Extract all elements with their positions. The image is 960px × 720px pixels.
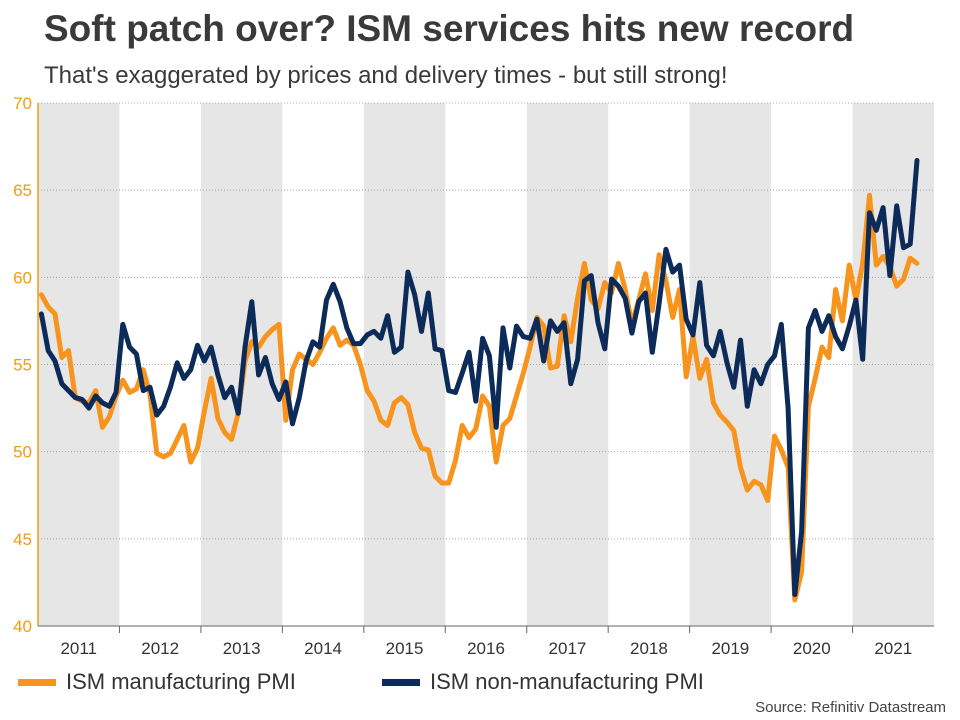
year-band-2011: [38, 103, 120, 626]
x-tick-2021: 2021: [874, 639, 912, 658]
y-tick-45: 45: [13, 530, 32, 549]
x-tick-2011: 2011: [60, 639, 97, 658]
chart-subtitle: That's exaggerated by prices and deliver…: [44, 62, 728, 89]
x-tick-2014: 2014: [304, 639, 342, 658]
gridlines: [38, 102, 934, 540]
x-tick-2020: 2020: [793, 639, 831, 658]
y-tick-40: 40: [13, 617, 32, 636]
y-tick-60: 60: [13, 268, 32, 287]
chart-title: Soft patch over? ISM services hits new r…: [44, 8, 855, 49]
legend-item-non-manufacturing: ISM non-manufacturing PMI: [382, 667, 704, 697]
series-line-non-manufacturing: [38, 158, 920, 598]
manufacturing-swatch: [18, 678, 56, 686]
y-axis-tick-labels: 40 45 50 55 60 65 70: [13, 94, 32, 636]
x-tick-2019: 2019: [711, 639, 749, 658]
x-tick-2016: 2016: [467, 639, 505, 658]
x-axis-tick-labels: 2011 2012 2013 2014 2015 2016 2017 2018 2019 2020…: [60, 639, 912, 658]
legend-label-manufacturing: ISM manufacturing PMI: [66, 669, 296, 694]
series-lines: [38, 158, 920, 603]
x-tick-2012: 2012: [141, 639, 179, 658]
y-tick-55: 55: [13, 356, 32, 375]
y-tick-50: 50: [13, 443, 32, 462]
x-tick-2018: 2018: [630, 639, 668, 658]
axes: [37, 103, 934, 633]
legend-item-manufacturing: ISM manufacturing PMI: [18, 667, 296, 697]
non-manufacturing-swatch: [382, 678, 420, 686]
x-tick-2015: 2015: [386, 639, 424, 658]
source-note: Source: Refinitiv Datastream: [755, 699, 946, 716]
y-tick-70: 70: [13, 94, 32, 113]
series-line-manufacturing: [38, 192, 920, 603]
x-tick-2017: 2017: [549, 639, 587, 658]
y-tick-65: 65: [13, 181, 32, 200]
x-tick-2013: 2013: [223, 639, 261, 658]
legend-label-non-manufacturing: ISM non-manufacturing PMI: [430, 669, 704, 694]
